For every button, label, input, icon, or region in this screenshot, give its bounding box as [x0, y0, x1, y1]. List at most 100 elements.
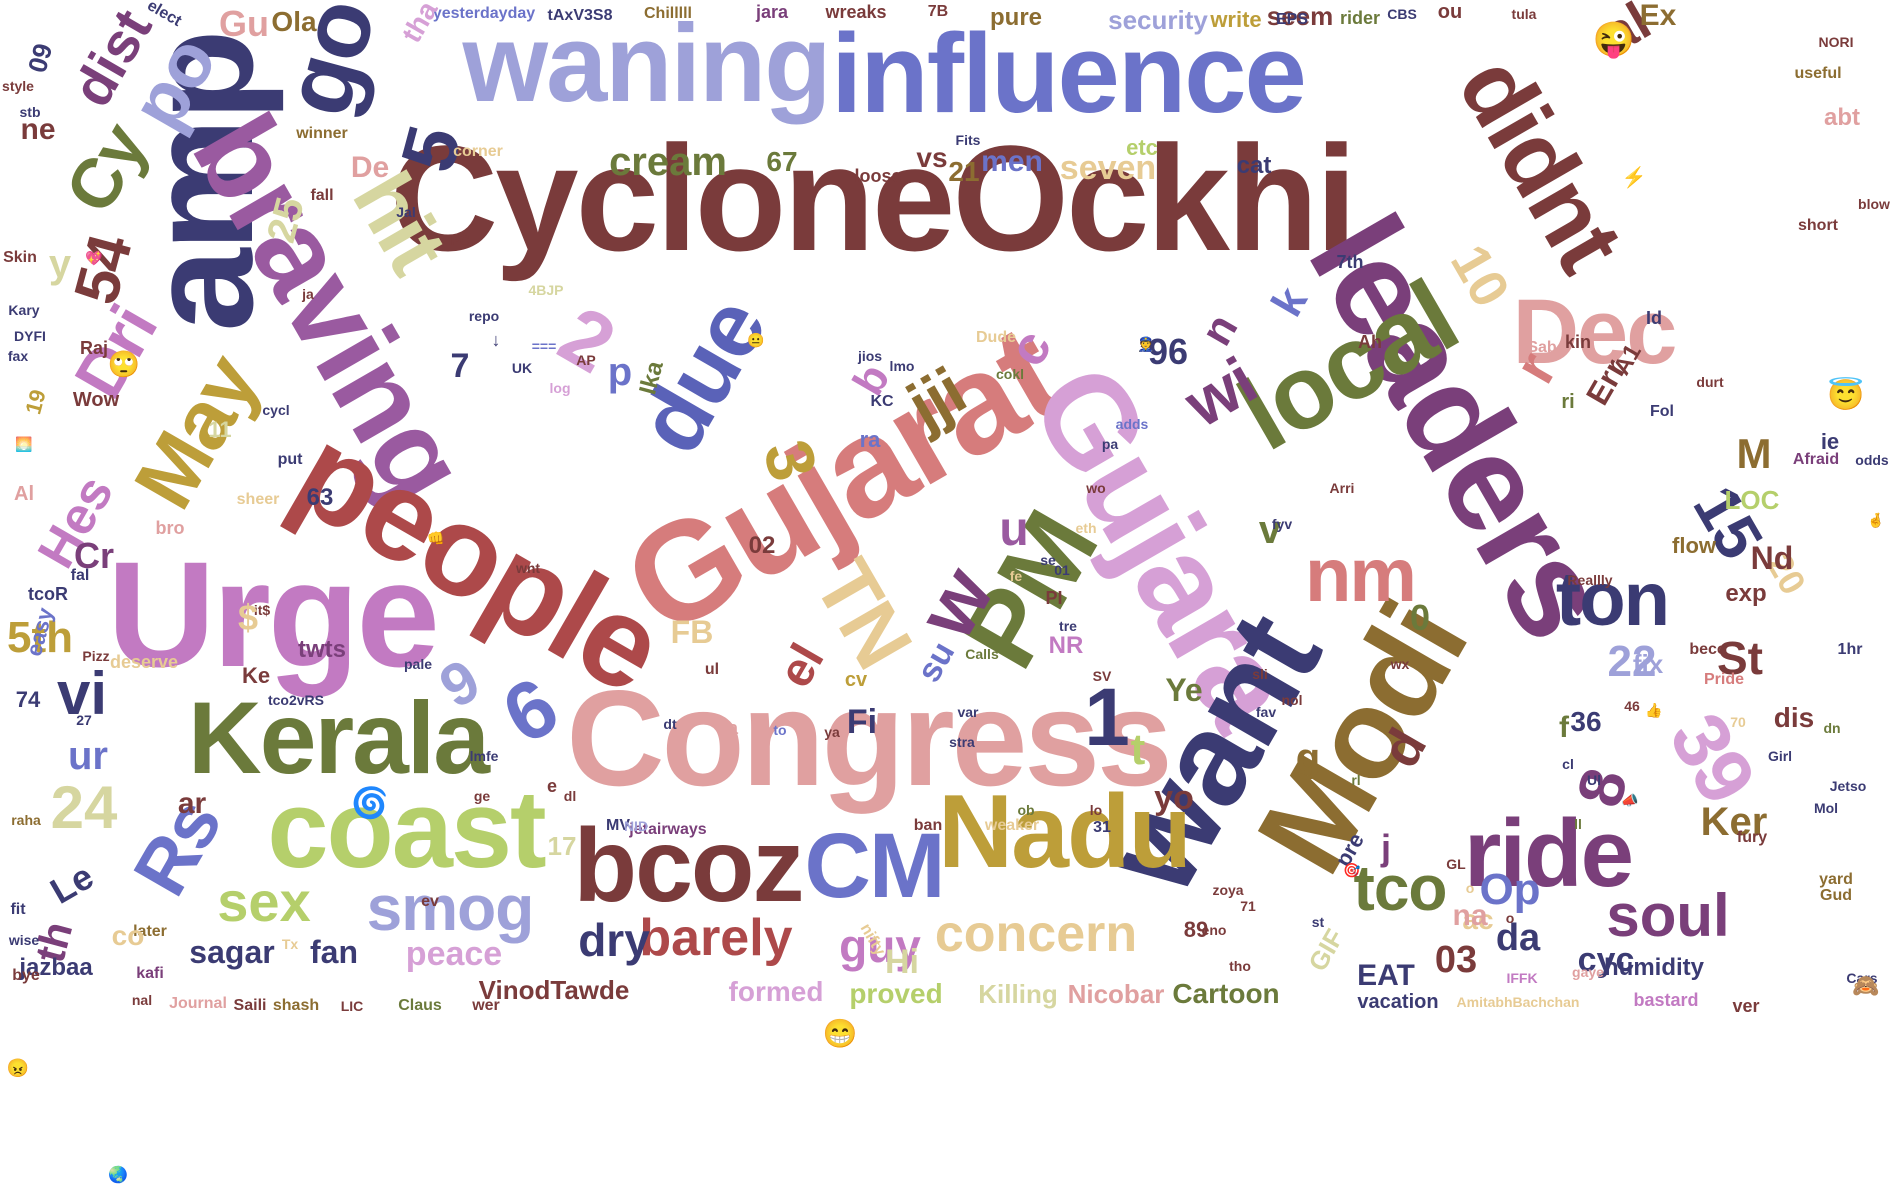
cloud-word: eth — [1075, 520, 1097, 536]
cloud-word: Ke — [241, 663, 271, 688]
cloud-word: loose — [854, 166, 902, 186]
cloud-word: beco — [1689, 641, 1727, 658]
cloud-word: fax — [7, 348, 29, 364]
cloud-word: Journal — [169, 995, 227, 1012]
cloud-word: lmo — [889, 358, 915, 374]
cloud-word: o — [1505, 910, 1515, 926]
cloud-word: seem — [1266, 1, 1334, 31]
cloud-word: 4BJP — [528, 282, 564, 298]
cloud-word: Pride — [1703, 671, 1745, 688]
cloud-word: ie — [1820, 429, 1840, 454]
cloud-word: DYFI — [14, 328, 46, 344]
cloud-word: 1 — [1084, 672, 1130, 763]
neutral-face-icon: 😐 — [747, 332, 765, 348]
cloud-word: Saili — [233, 997, 267, 1014]
cloud-word: Skin — [3, 249, 37, 266]
cloud-word: write — [1210, 7, 1262, 32]
cloud-word: 17 — [547, 831, 577, 861]
cloud-word: fan — [310, 934, 358, 970]
cloud-word: fav — [1255, 704, 1277, 720]
cloud-word: ver — [1732, 996, 1760, 1016]
cloud-word: tco2vRS — [267, 692, 325, 708]
cloud-word: CM — [804, 815, 945, 917]
cloud-word: na — [1452, 899, 1488, 932]
cloud-word: 21 — [948, 156, 980, 187]
cloud-word: sagar — [189, 934, 275, 970]
cloud-word: var — [957, 704, 979, 720]
cloud-word: waning — [462, 2, 832, 125]
cloud-word: dis — [1773, 702, 1815, 733]
cloud-word: CBS — [1387, 6, 1417, 22]
cloud-word: ob — [1017, 802, 1035, 818]
cloud-word: UK — [511, 360, 533, 376]
cloud-word: Raj — [79, 338, 109, 358]
high-voltage-icon: ⚡ — [1621, 167, 1647, 189]
cloud-word: repo — [468, 308, 500, 324]
cloud-word: 36 — [1570, 706, 1602, 737]
cloud-word: y — [48, 242, 72, 286]
direct-hit-icon: 🎯 — [1343, 862, 1361, 878]
cloud-word: barely — [639, 909, 793, 967]
cloud-word: M — [1736, 430, 1772, 477]
cloud-word: humidity — [1604, 954, 1704, 981]
cloud-word: nal — [131, 992, 153, 1008]
cloud-word: wer — [472, 997, 500, 1014]
cloud-word: abt — [1824, 104, 1860, 131]
cloud-word: odds — [1855, 452, 1889, 468]
cloud-word: ll — [1574, 816, 1582, 832]
cloud-word: guy — [839, 920, 921, 972]
cloud-word: 02 — [748, 532, 776, 559]
cloud-word: 67 — [766, 146, 798, 177]
cloud-word: Cr — [73, 535, 115, 576]
cloud-word: SV — [1092, 668, 1112, 684]
cloud-word: KC — [870, 393, 894, 410]
cloud-word: EAT — [1357, 959, 1415, 992]
cloud-word: wo — [1086, 480, 1106, 496]
cloud-word: Congress — [566, 662, 1172, 814]
cloud-word: g — [1295, 736, 1321, 780]
cloud-word: ge — [473, 788, 491, 804]
cloud-word: winner — [296, 125, 348, 142]
cloud-word: dry — [578, 914, 650, 966]
cloud-word: cv — [844, 669, 868, 691]
cloud-word: v — [1258, 508, 1282, 552]
cloud-word: twts — [298, 636, 346, 663]
smiling-face-with-halo-icon: 😇 — [1827, 379, 1865, 412]
cloud-word: Girl — [1767, 748, 1793, 764]
cloud-word: 19 — [20, 386, 51, 417]
cloud-word: jetairways — [629, 821, 707, 838]
cloud-word: co — [111, 920, 145, 951]
sun-icon: 🌅 — [15, 436, 33, 452]
cloud-word: Jal — [396, 204, 416, 220]
cloud-word: tha — [395, 0, 444, 48]
cloud-word: Claus — [398, 997, 442, 1014]
cloud-word: Reallly — [1567, 572, 1613, 588]
cloud-word: GIF — [1302, 923, 1350, 977]
cloud-word: sli — [1252, 666, 1268, 682]
cloud-word: t — [1130, 725, 1146, 774]
cloud-word: soul — [1606, 882, 1730, 949]
cloud-word: 54 — [61, 228, 146, 312]
cloud-word: p — [607, 350, 633, 394]
cloud-word: durt — [1696, 374, 1724, 390]
cloud-word: ca — [717, 718, 739, 738]
cloud-word: ur — [68, 734, 108, 778]
cloud-word: da — [1495, 917, 1541, 959]
cloud-word: GL — [1446, 856, 1466, 872]
cloud-word: rider — [1339, 8, 1381, 28]
oncoming-fist-icon: 👊 — [427, 530, 445, 546]
cloud-word: St — [1717, 632, 1763, 684]
cloud-word: eno — [1201, 922, 1227, 938]
cloud-word: Sab — [1527, 339, 1557, 356]
cloud-word: Afraid — [1792, 451, 1840, 468]
cloud-word: security — [1108, 5, 1208, 35]
cloud-word: proved — [849, 978, 943, 1009]
cloud-word: stb — [19, 104, 41, 120]
cloud-word: 01 — [1054, 562, 1070, 578]
cloud-word: AmitabhBachchan — [1456, 994, 1580, 1010]
cloud-word: 09 — [21, 40, 59, 76]
cloud-word: Dec — [1512, 281, 1678, 383]
cloud-word: Cars — [1846, 970, 1878, 986]
cloud-word: corner — [453, 143, 503, 160]
cloud-word: Ker — [1700, 800, 1768, 844]
